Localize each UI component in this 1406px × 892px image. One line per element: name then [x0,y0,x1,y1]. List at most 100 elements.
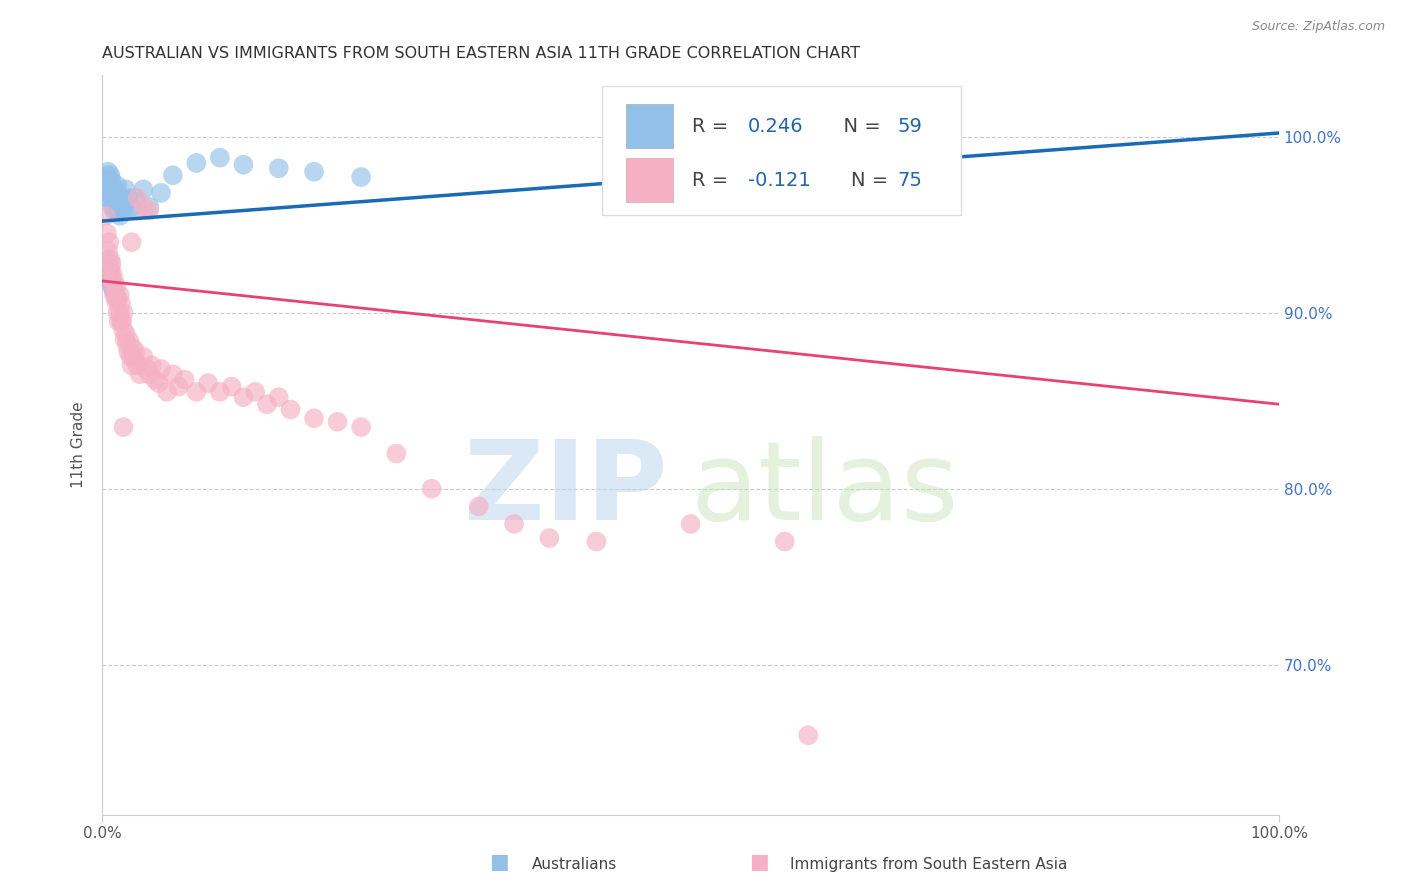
Point [120,350,142,364]
Point [104,182,127,196]
Point [96,178,118,193]
Point [107,178,129,193]
Point [112,305,135,319]
Point [108,196,131,211]
Point [108,305,131,319]
Point [100,252,122,267]
Point [101,191,124,205]
Point [103,288,125,302]
Text: 0.246: 0.246 [748,117,804,136]
Point [208,151,231,165]
Point [138,203,160,218]
Point [103,186,125,200]
Point [121,359,143,373]
Point [98,182,121,196]
Point [100,261,122,276]
Text: N =: N = [831,117,887,136]
Point [132,182,155,196]
Point [100,270,122,285]
Text: Source: ZipAtlas.com: Source: ZipAtlas.com [1251,20,1385,33]
Point [167,379,190,393]
Point [96,227,118,241]
Point [112,420,135,434]
Point [100,178,122,193]
Point [110,200,132,214]
Point [101,182,124,196]
Point [143,372,166,386]
Point [105,279,128,293]
Point [94,270,117,285]
Point [162,368,184,382]
Text: R =: R = [692,117,734,136]
Point [117,191,139,205]
Point [186,156,208,170]
Point [101,277,124,292]
Point [156,384,179,399]
Point [114,196,136,211]
Point [114,182,136,196]
Point [118,334,141,348]
Point [108,209,131,223]
Point [208,384,231,399]
Point [538,531,561,545]
Point [107,292,129,306]
Point [302,411,325,425]
Point [101,200,124,214]
Point [98,267,121,281]
Point [110,297,132,311]
Point [105,191,128,205]
Point [121,200,143,214]
Point [141,359,163,373]
Point [132,200,155,214]
Point [124,191,146,205]
Point [97,252,120,267]
Point [385,446,408,460]
Text: AUSTRALIAN VS IMMIGRANTS FROM SOUTH EASTERN ASIA 11TH GRADE CORRELATION CHART: AUSTRALIAN VS IMMIGRANTS FROM SOUTH EAST… [103,46,860,62]
Point [98,235,121,250]
Point [679,516,702,531]
Point [107,200,129,214]
Point [136,362,159,376]
Text: ■: ■ [489,853,509,872]
Point [243,384,266,399]
Y-axis label: 11th Grade: 11th Grade [72,401,86,488]
Point [221,379,243,393]
Point [104,285,127,299]
Point [103,274,125,288]
Point [350,169,373,184]
Point [173,372,195,386]
Point [96,168,118,182]
Point [97,165,120,179]
Point [585,534,607,549]
Point [121,341,143,355]
Point [186,384,208,399]
Point [98,191,121,205]
Point [150,186,173,200]
Point [148,376,170,390]
Point [100,194,122,209]
Point [280,402,302,417]
Point [97,186,120,200]
Point [103,194,125,209]
Point [100,256,122,270]
Point [150,362,173,376]
Point [267,390,290,404]
Point [326,415,349,429]
Point [94,209,117,223]
Point [112,323,135,337]
Text: R =: R = [692,171,734,190]
Text: ZIP: ZIP [464,435,666,542]
Point [420,482,443,496]
Point [110,314,132,328]
Point [232,390,254,404]
Text: atlas: atlas [690,435,959,542]
Text: 75: 75 [897,171,922,190]
FancyBboxPatch shape [602,86,962,215]
Text: Australians: Australians [531,857,617,872]
Point [127,359,149,373]
Point [114,332,136,346]
Point [232,158,254,172]
Point [100,186,122,200]
Point [122,350,145,364]
Point [124,344,146,359]
